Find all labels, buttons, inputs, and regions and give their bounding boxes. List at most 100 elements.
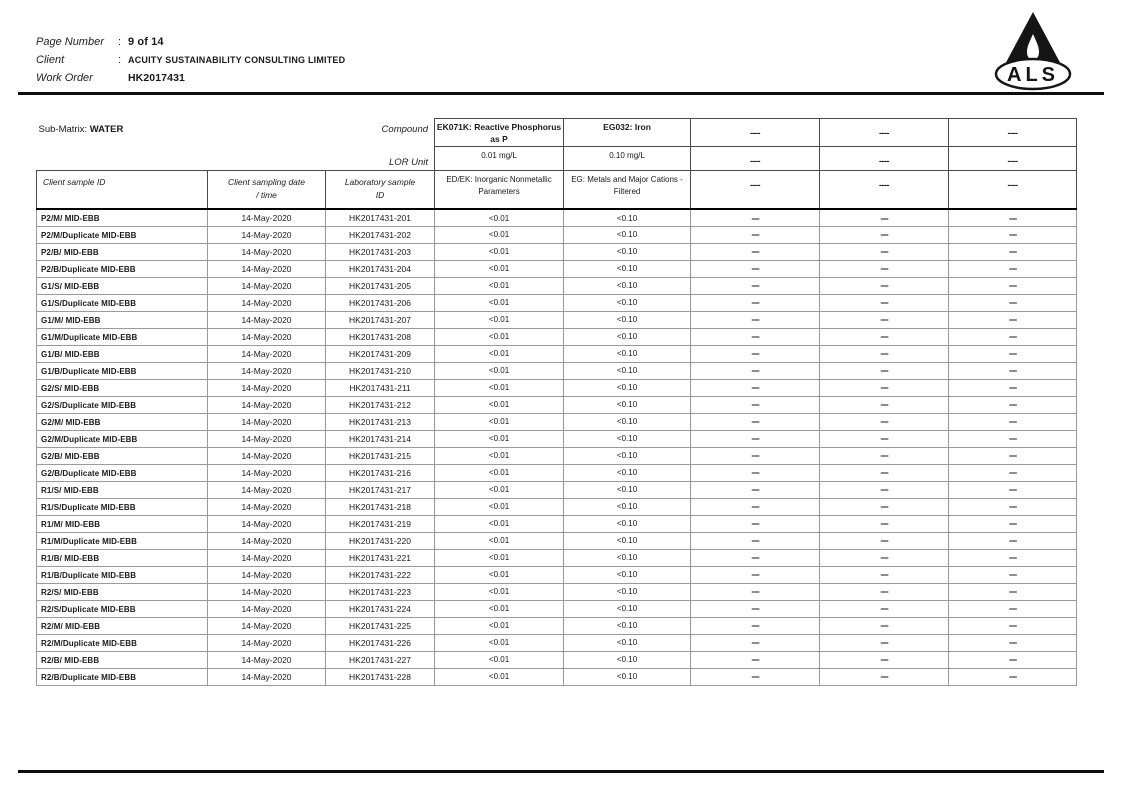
table-row: R1/B/ MID-EBB 14-May-2020 HK2017431-221 <0.…	[36, 548, 1078, 567]
value-cell: <0.01	[434, 497, 565, 516]
dash-cell: ----	[690, 582, 821, 601]
date-cell: 14-May-2020	[207, 548, 326, 567]
header-rule	[18, 92, 1104, 95]
dash-cell: ----	[819, 480, 950, 499]
meta-row-client: Client : ACUITY SUSTAINABILITY CONSULTIN…	[36, 54, 345, 72]
table-row: G2/S/ MID-EBB 14-May-2020 HK2017431-211 <0.…	[36, 378, 1078, 397]
lab-id-cell: HK2017431-221	[324, 548, 436, 567]
dash-cell: ----	[690, 242, 821, 261]
client-value: ACUITY SUSTAINABILITY CONSULTING LIMITED	[128, 55, 346, 65]
dash-cell: ----	[819, 616, 950, 635]
date-cell: 14-May-2020	[207, 514, 326, 533]
table-row: P2/M/ MID-EBB 14-May-2020 HK2017431-201 <0.…	[36, 208, 1078, 227]
value-cell: <0.10	[563, 361, 692, 380]
table-row: R1/S/Duplicate MID-EBB 14-May-2020 HK20174…	[36, 497, 1078, 516]
date-cell: 14-May-2020	[207, 633, 326, 652]
value-cell: <0.01	[434, 293, 565, 312]
compound-header-row: Sub-Matrix: WATER Compound EK071K: React…	[37, 118, 1078, 147]
table-row: G2/M/ MID-EBB 14-May-2020 HK2017431-213 <0.…	[36, 412, 1078, 431]
value-cell: <0.01	[434, 616, 565, 635]
table-body: P2/M/ MID-EBB 14-May-2020 HK2017431-201 <0.…	[36, 208, 1078, 686]
table-row: R1/M/ MID-EBB 14-May-2020 HK2017431-219 <0.…	[36, 514, 1078, 533]
value-cell: <0.10	[563, 565, 692, 584]
sample-id-cell: R2/B/Duplicate MID-EBB	[36, 667, 208, 686]
dash-cell: ----	[819, 531, 950, 550]
dash-cell: ----	[819, 650, 950, 669]
dash-cell: ----	[819, 582, 950, 601]
sample-id-cell: R2/B/ MID-EBB	[36, 650, 208, 669]
value-cell: <0.10	[563, 582, 692, 601]
date-cell: 14-May-2020	[207, 276, 326, 295]
dash-cell: ----	[948, 293, 1078, 312]
dash-cell: ----	[690, 497, 821, 516]
date-cell: 14-May-2020	[207, 582, 326, 601]
method-group: EG: Metals and Major Cations - Filtered	[563, 169, 692, 210]
date-cell: 14-May-2020	[207, 497, 326, 516]
dash-cell: ----	[819, 259, 950, 278]
sub-matrix-cell: Sub-Matrix: WATER Compound	[37, 119, 435, 147]
compound-label: Compound	[381, 123, 429, 135]
lab-id-cell: HK2017431-225	[324, 616, 436, 635]
lab-id-cell: HK2017431-211	[324, 378, 436, 397]
table-row: G1/B/ MID-EBB 14-May-2020 HK2017431-209 <0.…	[36, 344, 1078, 363]
value-cell: <0.01	[434, 446, 565, 465]
value-cell: <0.10	[563, 548, 692, 567]
dash-cell: ----	[690, 429, 821, 448]
sample-results: Sub-Matrix: WATER Compound EK071K: React…	[36, 118, 1078, 686]
date-cell: 14-May-2020	[207, 412, 326, 431]
sample-id-cell: P2/B/Duplicate MID-EBB	[36, 259, 208, 278]
dash-cell: ----	[819, 242, 950, 261]
dash-cell: ----	[948, 225, 1078, 244]
dash-cell: ----	[948, 361, 1078, 380]
dash-cell: ----	[690, 378, 821, 397]
value-cell: <0.01	[434, 582, 565, 601]
lab-id-cell: HK2017431-214	[324, 429, 436, 448]
value-cell: <0.01	[434, 276, 565, 295]
method-group-empty: ----	[948, 169, 1078, 210]
dash-cell: ----	[690, 208, 821, 227]
dash-cell: ----	[690, 650, 821, 669]
value-cell: <0.10	[563, 327, 692, 346]
dash-cell: ----	[690, 531, 821, 550]
dash-cell: ----	[948, 395, 1078, 414]
sample-id-cell: R1/B/ MID-EBB	[36, 548, 208, 567]
date-cell: 14-May-2020	[207, 310, 326, 329]
date-cell: 14-May-2020	[207, 293, 326, 312]
sample-id-cell: P2/M/ MID-EBB	[36, 208, 208, 227]
table-row: G1/S/ MID-EBB 14-May-2020 HK2017431-205 <0.…	[36, 276, 1078, 295]
dash-cell: ----	[819, 395, 950, 414]
sample-id-cell: G2/M/ MID-EBB	[36, 412, 208, 431]
lor-unit-label: LOR Unit	[388, 156, 429, 168]
dash-cell: ----	[819, 463, 950, 482]
value-cell: <0.10	[563, 225, 692, 244]
table-row: R1/S/ MID-EBB 14-May-2020 HK2017431-217 <0.…	[36, 480, 1078, 499]
dash-cell: ----	[819, 548, 950, 567]
sample-id-cell: G2/S/Duplicate MID-EBB	[36, 395, 208, 414]
lor-value-empty: ----	[690, 146, 821, 171]
lab-id-cell: HK2017431-203	[324, 242, 436, 261]
dash-cell: ----	[690, 446, 821, 465]
lab-id-cell: HK2017431-223	[324, 582, 436, 601]
table-row: P2/M/Duplicate MID-EBB 14-May-2020 HK20174…	[36, 225, 1078, 244]
page-number-value: 9 of 14	[128, 36, 164, 48]
value-cell: <0.10	[563, 208, 692, 227]
dash-cell: ----	[948, 514, 1078, 533]
table-row: P2/B/Duplicate MID-EBB 14-May-2020 HK20174…	[36, 259, 1078, 278]
lab-id-cell: HK2017431-216	[324, 463, 436, 482]
work-order-label: Work Order	[36, 72, 93, 84]
dash-cell: ----	[948, 429, 1078, 448]
table-row: G2/B/ MID-EBB 14-May-2020 HK2017431-215 <0.…	[36, 446, 1078, 465]
table-row: G1/S/Duplicate MID-EBB 14-May-2020 HK20174…	[36, 293, 1078, 312]
dash-cell: ----	[690, 276, 821, 295]
meta-row-page-number: Page Number : 9 of 14	[36, 36, 345, 54]
sample-id-cell: P2/B/ MID-EBB	[36, 242, 208, 261]
dash-cell: ----	[819, 208, 950, 227]
date-cell: 14-May-2020	[207, 225, 326, 244]
dash-cell: ----	[690, 599, 821, 618]
lab-id-cell: HK2017431-215	[324, 446, 436, 465]
sample-id-cell: R2/S/ MID-EBB	[36, 582, 208, 601]
dash-cell: ----	[819, 327, 950, 346]
lab-id-cell: HK2017431-209	[324, 344, 436, 363]
value-cell: <0.01	[434, 378, 565, 397]
sample-id-cell: R1/S/Duplicate MID-EBB	[36, 497, 208, 516]
